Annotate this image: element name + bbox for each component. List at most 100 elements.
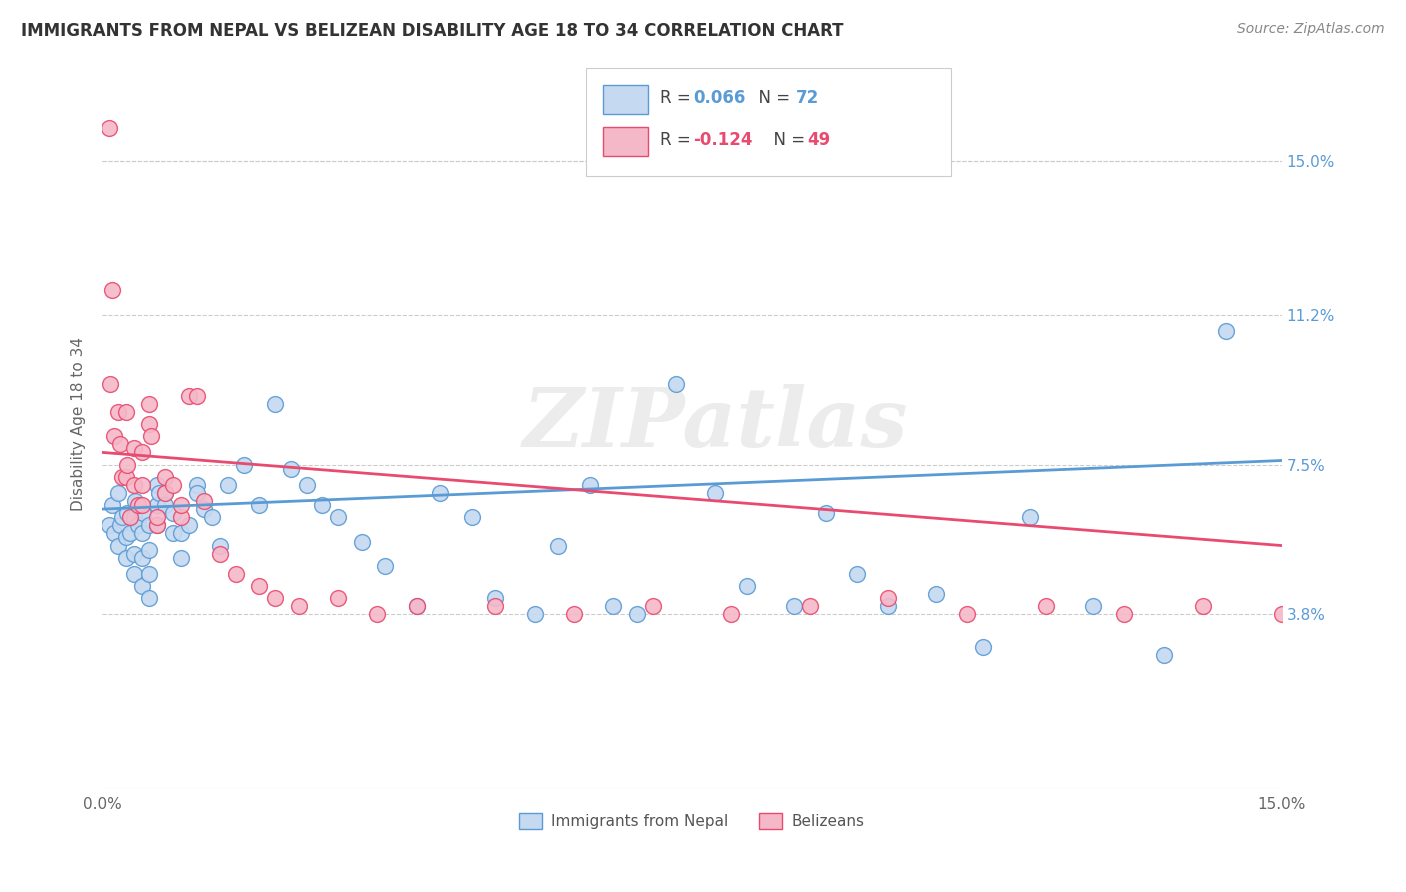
Point [107,539,129,553]
Point [799,599,821,614]
Point [201,510,224,524]
Point [877,599,900,614]
Point [153,469,176,483]
Point [1215,324,1237,338]
Point [108,518,131,533]
Point [209,547,232,561]
Point [523,607,546,622]
Point [138,591,160,606]
Legend: Immigrants from Nepal, Belizeans: Immigrants from Nepal, Belizeans [513,807,870,836]
Point [122,442,145,456]
Point [956,607,979,622]
Point [146,518,169,533]
Point [209,539,232,553]
Text: N =: N = [762,131,810,149]
Point [1114,607,1136,622]
Point [287,599,309,614]
Point [186,389,208,403]
Point [547,539,569,553]
Y-axis label: Disability Age 18 to 34: Disability Age 18 to 34 [72,337,86,511]
Point [146,510,169,524]
Point [232,458,254,472]
Point [1035,599,1057,614]
Point [111,469,134,483]
Point [720,607,742,622]
Point [114,469,136,483]
Point [177,518,200,533]
Point [103,526,125,541]
Point [366,607,388,622]
Point [186,478,208,492]
Point [1019,510,1042,524]
Point [111,510,134,524]
Point [97,518,120,533]
Point [484,599,506,614]
Point [139,429,162,443]
Point [138,417,160,431]
Point [170,498,193,512]
Point [138,397,160,411]
Point [107,405,129,419]
Point [118,526,141,541]
Point [814,506,837,520]
Point [131,478,153,492]
Point [118,510,141,524]
Point [641,599,664,614]
Point [127,518,149,533]
Point [98,376,121,391]
Point [131,550,153,565]
Point [107,486,129,500]
Point [249,498,271,512]
Point [122,566,145,581]
Point [1153,648,1175,662]
Point [170,526,193,541]
Point [405,599,427,614]
Point [225,566,247,581]
FancyBboxPatch shape [603,127,648,156]
Point [132,506,155,520]
Point [148,486,170,500]
Point [162,526,184,541]
Point [405,599,427,614]
Point [193,502,215,516]
Text: IMMIGRANTS FROM NEPAL VS BELIZEAN DISABILITY AGE 18 TO 34 CORRELATION CHART: IMMIGRANTS FROM NEPAL VS BELIZEAN DISABI… [21,22,844,40]
Point [626,607,648,622]
Text: R =: R = [659,89,696,107]
Point [146,498,169,512]
Point [264,397,287,411]
Point [735,579,758,593]
Point [100,498,122,512]
Point [280,461,302,475]
Point [114,531,136,545]
Point [704,486,727,500]
Point [562,607,585,622]
Point [127,498,149,512]
FancyBboxPatch shape [603,85,648,114]
Point [484,591,506,606]
Point [131,445,153,459]
Point [461,510,484,524]
Point [311,498,333,512]
Point [326,591,349,606]
Point [170,510,193,524]
Point [124,494,146,508]
Point [783,599,806,614]
Point [138,518,160,533]
Point [131,579,153,593]
Point [249,579,271,593]
Point [170,550,193,565]
Point [131,498,153,512]
Point [162,506,184,520]
Point [100,284,122,298]
Point [153,486,176,500]
Point [186,486,208,500]
Point [877,591,900,606]
Point [114,550,136,565]
Point [374,558,396,573]
Point [602,599,624,614]
Point [138,542,160,557]
Point [326,510,349,524]
Point [97,121,120,136]
Text: -0.124: -0.124 [693,131,752,149]
Point [295,478,318,492]
